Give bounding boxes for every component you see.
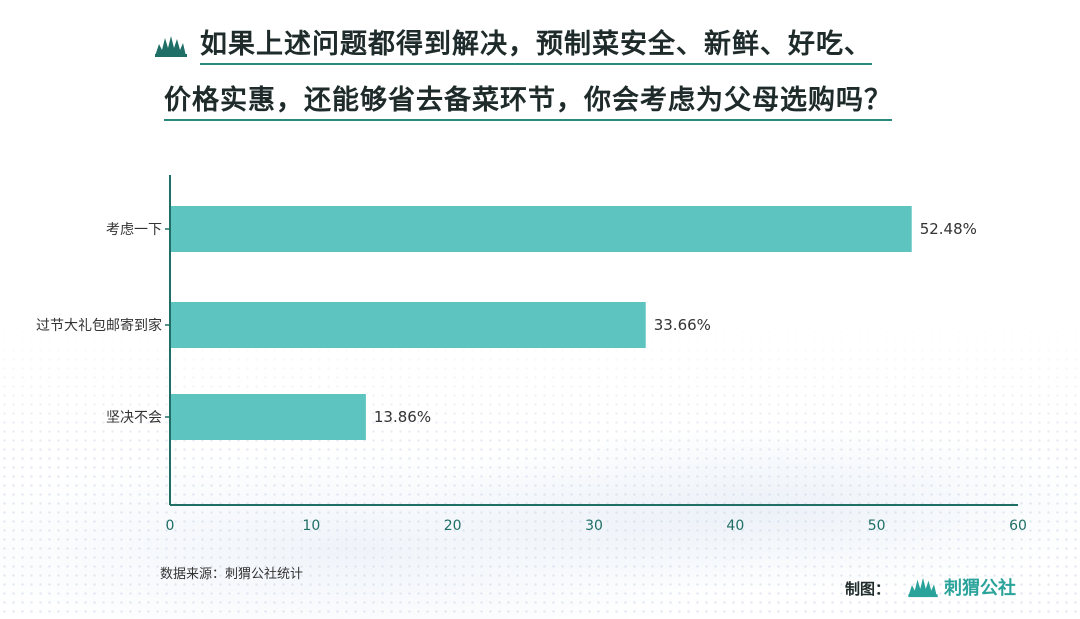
chart-title-line2: 价格实惠，还能够省去备菜环节，你会考虑为父母选购吗？ <box>164 78 964 121</box>
hedgehog-logo-icon <box>155 36 187 57</box>
credit-label: 制图： <box>845 580 891 598</box>
x-tick-label: 20 <box>444 518 462 534</box>
x-tick-label: 50 <box>868 518 886 534</box>
category-label: 考虑一下 <box>106 222 162 238</box>
brand-name: 刺猬公社 <box>944 578 1016 599</box>
category-label: 坚决不会 <box>106 410 162 426</box>
x-tick-label: 40 <box>726 518 744 534</box>
x-tick-label: 0 <box>166 518 175 534</box>
data-label: 33.66% <box>654 316 711 334</box>
chart-title-line1: 如果上述问题都得到解决，预制菜安全、新鲜、好吃、 <box>200 22 1000 65</box>
bar <box>171 302 646 348</box>
x-tick-label: 60 <box>1009 518 1027 534</box>
data-label: 52.48% <box>920 220 977 238</box>
footer-brand: 刺猬公社 <box>906 574 1016 600</box>
data-source-note: 数据来源：刺猬公社统计 <box>160 567 304 582</box>
bar <box>171 206 912 252</box>
hedgehog-brand-icon <box>908 577 938 598</box>
background-wave-pattern <box>0 319 1080 619</box>
bar <box>171 394 366 440</box>
x-tick-label: 30 <box>585 518 603 534</box>
data-label: 13.86% <box>374 408 431 426</box>
x-tick-label: 10 <box>302 518 320 534</box>
category-label: 过节大礼包邮寄到家 <box>36 317 162 334</box>
